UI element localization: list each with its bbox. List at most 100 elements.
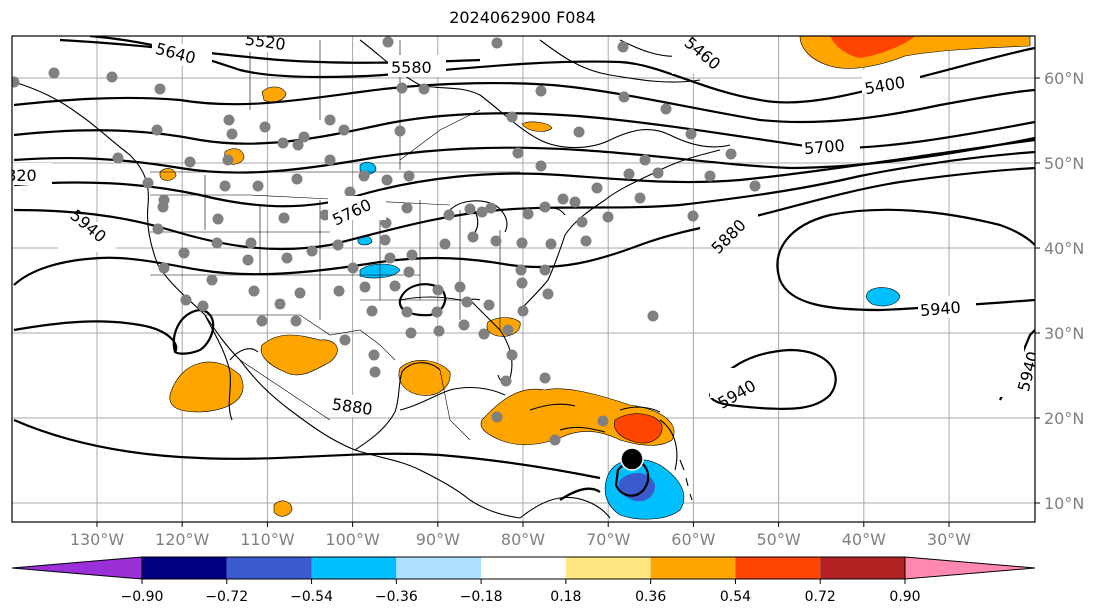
colorbar-segment: [820, 557, 905, 579]
station-dot: [418, 83, 430, 95]
latitude-label: 20°N: [1044, 409, 1084, 428]
station-dot: [516, 237, 528, 249]
station-dot: [396, 82, 408, 94]
longitude-label: 60°W: [671, 530, 715, 549]
colorbar-tick-label: −0.72: [205, 589, 248, 605]
station-dot: [476, 206, 488, 218]
station-dot: [379, 234, 391, 246]
station-dot: [384, 252, 396, 264]
station-dot: [222, 154, 234, 166]
station-dot: [443, 209, 455, 221]
map-area: 5520 5640 5580 5460 5400 5700 5820 5760 …: [0, 36, 1035, 522]
station-dot: [685, 128, 697, 140]
station-dot: [152, 223, 164, 235]
colorbar-segment: [481, 557, 566, 579]
longitude-label: 80°W: [501, 530, 545, 549]
station-dot: [660, 103, 672, 115]
station-dot: [542, 288, 554, 300]
station-dot: [490, 235, 502, 247]
colorbar-tick-label: 0.18: [550, 589, 581, 605]
station-dot: [485, 202, 497, 214]
station-dot: [535, 85, 547, 97]
station-dot: [338, 124, 350, 136]
station-dot: [401, 202, 413, 214]
longitude-label: 130°W: [70, 530, 125, 549]
station-dot: [458, 319, 470, 331]
station-dot: [291, 173, 303, 185]
longitude-label: 30°W: [927, 530, 971, 549]
station-dot: [639, 154, 651, 166]
station-dot: [401, 306, 413, 318]
station-dot: [319, 209, 331, 221]
station-dot: [106, 71, 118, 83]
station-dot: [290, 315, 302, 327]
station-dot: [617, 41, 629, 53]
station-dot: [652, 167, 664, 179]
colorbar-lower-extension: [11, 556, 143, 580]
station-dot: [206, 274, 218, 286]
station-dot: [506, 111, 518, 123]
colorbar-tick-label: 0.54: [720, 589, 751, 605]
station-dot: [219, 180, 231, 192]
station-dot: [223, 114, 235, 126]
colorbar-segment: [565, 557, 651, 579]
latitude-label: 40°N: [1044, 239, 1084, 258]
station-dot: [483, 299, 495, 311]
station-dot: [344, 186, 356, 198]
station-dot: [515, 264, 527, 276]
station-dot: [180, 294, 192, 306]
station-dot: [389, 280, 401, 292]
station-dot: [226, 128, 238, 140]
station-dot: [454, 281, 466, 293]
station-dot: [245, 237, 257, 249]
latitude-labels: 60°N 50°N 40°N 30°N 20°N 10°N: [1035, 69, 1084, 513]
station-dot: [157, 201, 169, 213]
station-dot: [339, 334, 351, 346]
station-dot: [403, 266, 415, 278]
station-dot: [478, 328, 490, 340]
longitude-label: 120°W: [155, 530, 210, 549]
station-dot: [432, 284, 444, 296]
station-dot: [687, 210, 699, 222]
station-dot: [394, 125, 406, 137]
station-dot: [431, 306, 443, 318]
station-dot: [522, 208, 534, 220]
station-dot: [539, 372, 551, 384]
latitude-label: 60°N: [1044, 69, 1084, 88]
station-dot: [539, 201, 551, 213]
station-dot: [197, 300, 209, 312]
contour-label: 5820: [0, 166, 37, 185]
station-dot: [347, 262, 359, 274]
station-dot: [292, 139, 304, 151]
station-dot: [573, 126, 585, 138]
station-dot: [405, 327, 417, 339]
station-dot: [539, 264, 551, 276]
colorbar: −0.90 −0.72 −0.54 −0.36 −0.18 0.18 0.36 0.54 0.7…: [11, 556, 1036, 605]
colorbar-tick-label: −0.18: [460, 589, 503, 605]
station-dot: [332, 239, 344, 251]
station-dot: [158, 262, 170, 274]
station-dot: [368, 349, 380, 361]
station-dot: [517, 305, 529, 317]
station-dot: [516, 277, 528, 289]
station-dot: [142, 177, 154, 189]
station-dot: [324, 114, 336, 126]
colorbar-tick-label: −0.36: [375, 589, 418, 605]
station-dot: [461, 296, 473, 308]
station-dot: [580, 235, 592, 247]
station-dot: [333, 285, 345, 297]
station-dot: [248, 285, 260, 297]
station-dot: [549, 434, 561, 446]
colorbar-tick-label: −0.90: [121, 589, 164, 605]
station-dot: [48, 67, 60, 79]
station-dot: [433, 325, 445, 337]
longitude-label: 40°W: [842, 530, 886, 549]
station-dot: [500, 375, 512, 387]
storm-center-marker: [620, 447, 644, 471]
anomaly-fill: [159, 36, 1031, 520]
station-dot: [298, 131, 310, 143]
station-dot: [406, 249, 418, 261]
longitude-label: 90°W: [416, 530, 460, 549]
station-dot: [557, 193, 569, 205]
